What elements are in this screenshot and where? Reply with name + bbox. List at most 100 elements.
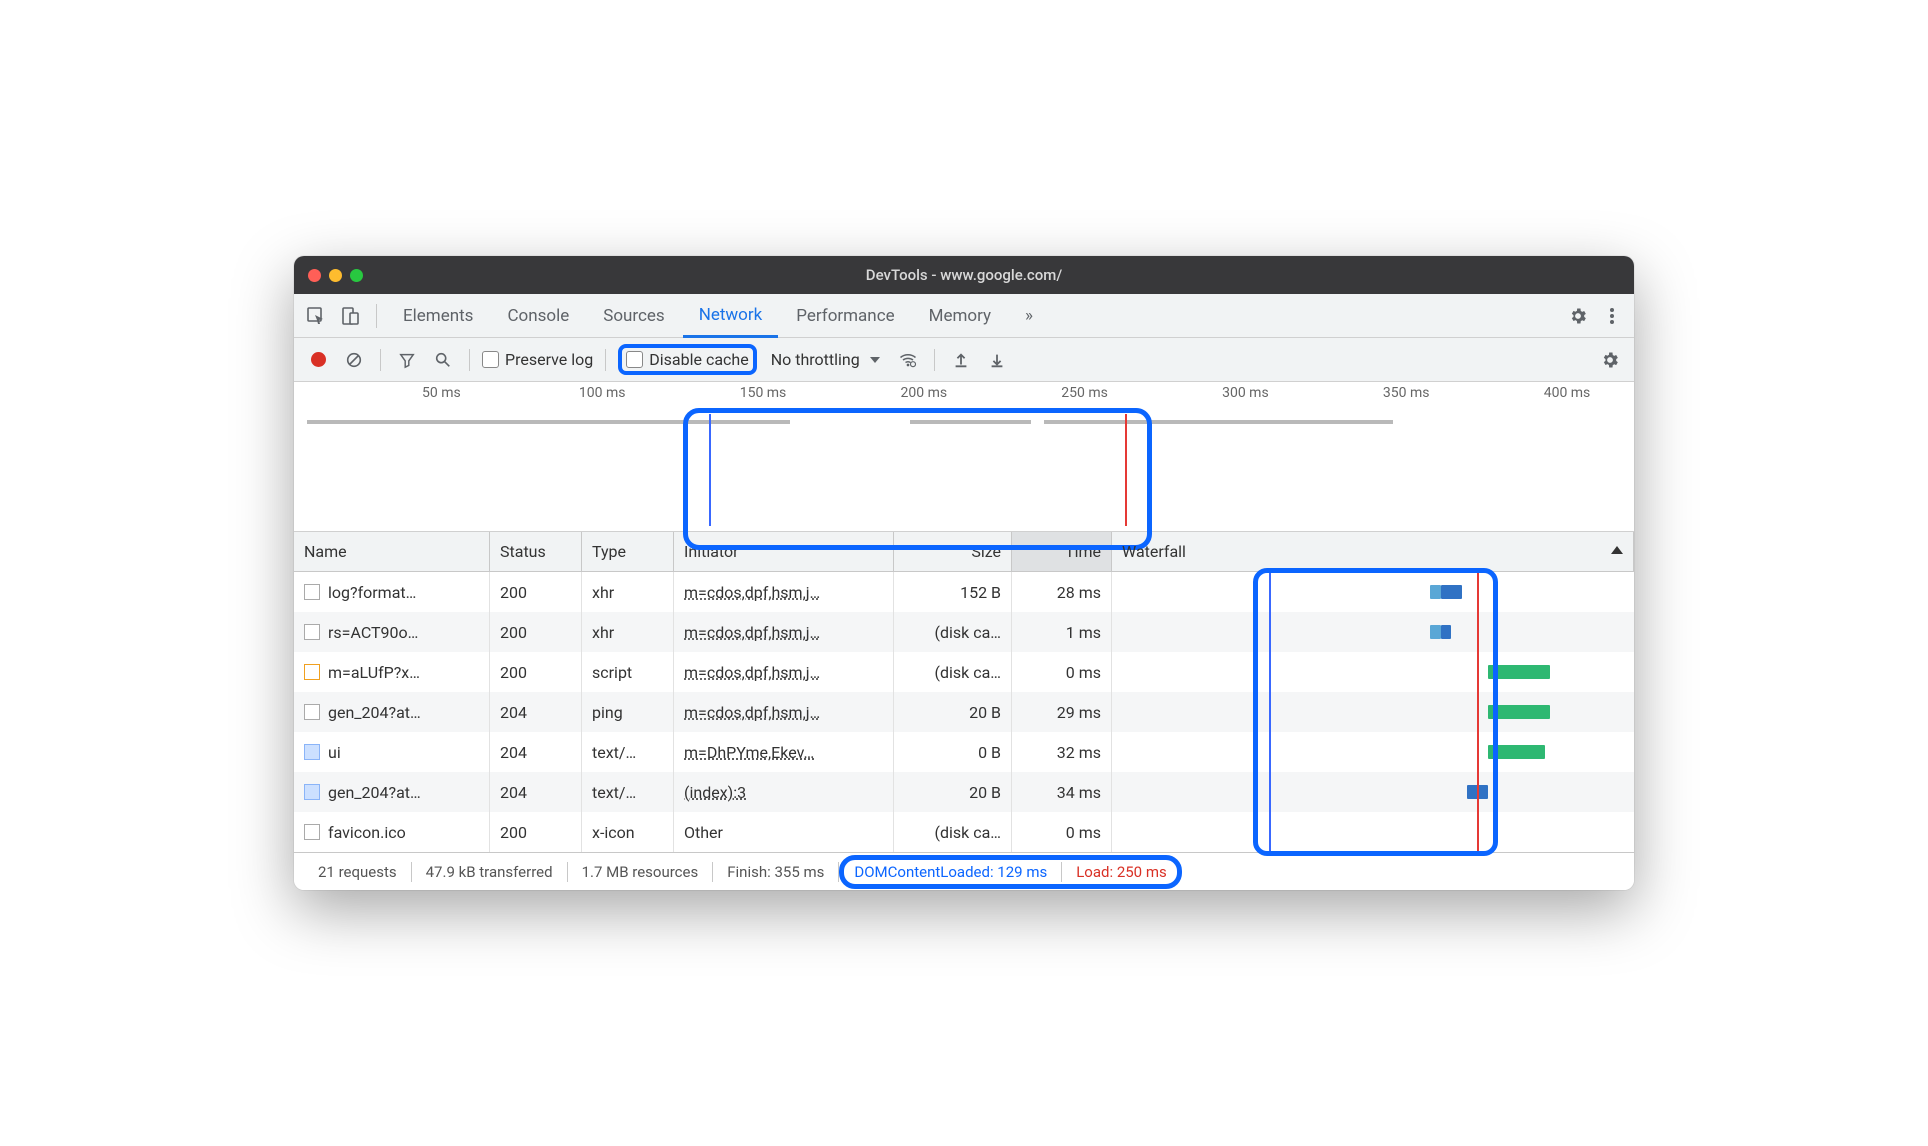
status-bar: 21 requests 47.9 kB transferred 1.7 MB r… [294,852,1634,890]
sb-load: Load: 250 ms [1076,863,1167,881]
waterfall-cell [1112,652,1634,692]
request-type: xhr [582,612,674,652]
col-waterfall[interactable]: Waterfall [1112,532,1634,571]
disable-cache-checkbox[interactable]: Disable cache [626,350,748,369]
network-settings-icon[interactable] [1596,346,1624,374]
throttling-label: No throttling [771,350,860,369]
initiator-text: Other [684,823,723,842]
table-row[interactable]: rs=ACT90o…200xhrm=cdos,dpf,hsm,j…(disk c… [294,612,1634,652]
request-status: 204 [490,692,582,732]
waterfall-bar [1430,585,1440,599]
request-type: x-icon [582,812,674,852]
request-time: 29 ms [1012,692,1112,732]
sb-transferred: 47.9 kB transferred [412,863,567,881]
file-icon [304,744,320,760]
request-time: 32 ms [1012,732,1112,772]
request-size: 20 B [894,692,1012,732]
devtools-window: DevTools - www.google.com/ ElementsConso… [294,256,1634,890]
request-size: (disk ca… [894,812,1012,852]
file-icon [304,824,320,840]
request-size: 0 B [894,732,1012,772]
table-row[interactable]: m=aLUfP?x…200scriptm=cdos,dpf,hsm,j…(dis… [294,652,1634,692]
file-icon [304,624,320,640]
request-type: ping [582,692,674,732]
ruler-tick: 350 ms [1383,385,1430,401]
request-status: 204 [490,772,582,812]
ruler-tick: 50 ms [422,385,461,401]
record-button[interactable] [304,346,332,374]
sort-arrow-icon [1611,546,1623,554]
network-conditions-icon[interactable] [894,346,922,374]
tab-console[interactable]: Console [491,294,585,338]
request-name: gen_204?at… [328,783,421,802]
request-time: 0 ms [1012,652,1112,692]
request-name: gen_204?at… [328,703,421,722]
file-icon [304,664,320,680]
initiator-link[interactable]: m=DhPYme,Ekev… [684,743,814,762]
timeline-body [294,408,1634,532]
device-toggle-icon[interactable] [334,300,366,332]
search-icon[interactable] [429,346,457,374]
initiator-link[interactable]: m=cdos,dpf,hsm,j… [684,583,820,602]
tab-network[interactable]: Network [683,294,779,338]
request-time: 28 ms [1012,572,1112,612]
initiator-link[interactable]: (index):3 [684,783,746,802]
table-row[interactable]: ui204text/…m=DhPYme,Ekev…0 B32 ms [294,732,1634,772]
table-row[interactable]: gen_204?at… 204ping m=cdos,dpf,hsm,j… 20 B2… [294,692,1634,732]
waterfall-cell [1112,732,1634,772]
waterfall-bar [1441,625,1451,639]
table-row[interactable]: log?format…200xhrm=cdos,dpf,hsm,j…152 B2… [294,572,1634,612]
request-name: m=aLUfP?x… [328,663,420,682]
request-size: 20 B [894,772,1012,812]
tab-performance[interactable]: Performance [780,294,910,338]
settings-icon[interactable] [1562,300,1594,332]
col-type[interactable]: Type [582,532,674,571]
tab-sources[interactable]: Sources [587,294,680,338]
filter-icon[interactable] [393,346,421,374]
request-type: xhr [582,572,674,612]
table-row[interactable]: favicon.ico200x-iconOther(disk ca…0 ms [294,812,1634,852]
request-size: (disk ca… [894,652,1012,692]
request-name: log?format… [328,583,416,602]
preserve-log-label: Preserve log [505,350,593,369]
download-icon[interactable] [983,346,1011,374]
file-icon [304,704,320,720]
request-status: 204 [490,732,582,772]
ruler-tick: 300 ms [1222,385,1269,401]
network-toolbar: Preserve log Disable cache No throttling [294,338,1634,382]
waterfall-cell [1112,572,1634,612]
initiator-link[interactable]: m=cdos,dpf,hsm,j… [684,663,820,682]
timeline-overview[interactable]: 50 ms100 ms150 ms200 ms250 ms300 ms350 m… [294,382,1634,532]
throttling-select[interactable]: No throttling [765,350,886,369]
clear-button[interactable] [340,346,368,374]
more-tabs[interactable]: » [1009,294,1049,338]
col-status[interactable]: Status [490,532,582,571]
file-icon [304,784,320,800]
disable-cache-label: Disable cache [649,350,748,369]
sb-finish: Finish: 355 ms [713,863,838,881]
ruler-tick: 400 ms [1544,385,1591,401]
col-name[interactable]: Name [294,532,490,571]
initiator-link[interactable]: m=cdos,dpf,hsm,j… [684,623,820,642]
waterfall-cell [1112,772,1634,812]
waterfall-cell [1112,692,1634,732]
inspect-icon[interactable] [300,300,332,332]
statusbar-annotation: DOMContentLoaded: 129 ms Load: 250 ms [839,855,1181,889]
kebab-menu-icon[interactable] [1596,300,1628,332]
table-row[interactable]: gen_204?at…204text/…(index):320 B34 ms [294,772,1634,812]
initiator-link[interactable]: m=cdos,dpf,hsm,j… [684,703,820,722]
ruler-tick: 200 ms [901,385,948,401]
waterfall-bar [1488,705,1551,719]
timeline-ruler: 50 ms100 ms150 ms200 ms250 ms300 ms350 m… [294,382,1634,408]
request-time: 1 ms [1012,612,1112,652]
request-status: 200 [490,612,582,652]
ruler-tick: 100 ms [579,385,626,401]
preserve-log-checkbox[interactable]: Preserve log [482,350,593,369]
request-type: text/… [582,732,674,772]
table-rows: log?format…200xhrm=cdos,dpf,hsm,j…152 B2… [294,572,1634,852]
upload-icon[interactable] [947,346,975,374]
tab-elements[interactable]: Elements [387,294,489,338]
waterfall-bar [1441,585,1462,599]
timeline-annotation [683,408,1152,550]
tab-memory[interactable]: Memory [913,294,1007,338]
